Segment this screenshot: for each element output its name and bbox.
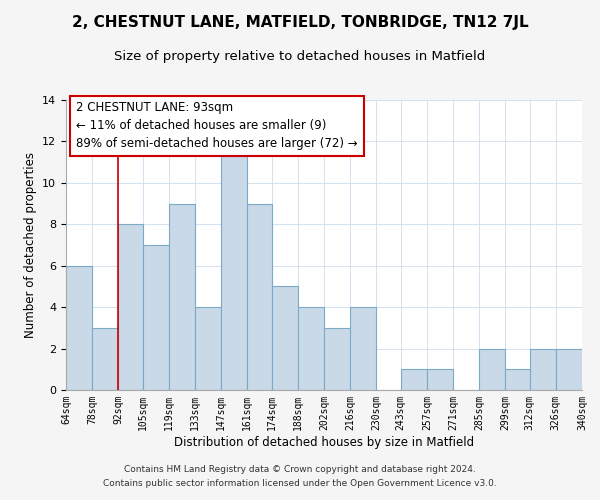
Bar (118, 224, 143, 390)
Bar (92, 328, 118, 390)
Bar (427, 370, 453, 390)
X-axis label: Distribution of detached houses by size in Matfield: Distribution of detached houses by size … (174, 436, 474, 448)
Text: 2 CHESTNUT LANE: 93sqm
← 11% of detached houses are smaller (9)
89% of semi-deta: 2 CHESTNUT LANE: 93sqm ← 11% of detached… (76, 102, 358, 150)
Bar (195, 307, 221, 390)
Y-axis label: Number of detached properties: Number of detached properties (23, 152, 37, 338)
Bar (350, 307, 376, 390)
Bar (66, 266, 92, 390)
Bar (169, 204, 195, 390)
Bar (556, 348, 582, 390)
Bar (324, 328, 350, 390)
Bar (143, 245, 169, 390)
Bar (530, 348, 556, 390)
Bar (272, 286, 298, 390)
Bar (479, 348, 505, 390)
Bar (298, 307, 324, 390)
Text: Size of property relative to detached houses in Matfield: Size of property relative to detached ho… (115, 50, 485, 63)
Bar (247, 204, 272, 390)
Text: Contains HM Land Registry data © Crown copyright and database right 2024.
Contai: Contains HM Land Registry data © Crown c… (103, 466, 497, 487)
Bar (505, 370, 530, 390)
Text: 2, CHESTNUT LANE, MATFIELD, TONBRIDGE, TN12 7JL: 2, CHESTNUT LANE, MATFIELD, TONBRIDGE, T… (71, 15, 529, 30)
Bar (221, 142, 247, 390)
Bar (401, 370, 427, 390)
